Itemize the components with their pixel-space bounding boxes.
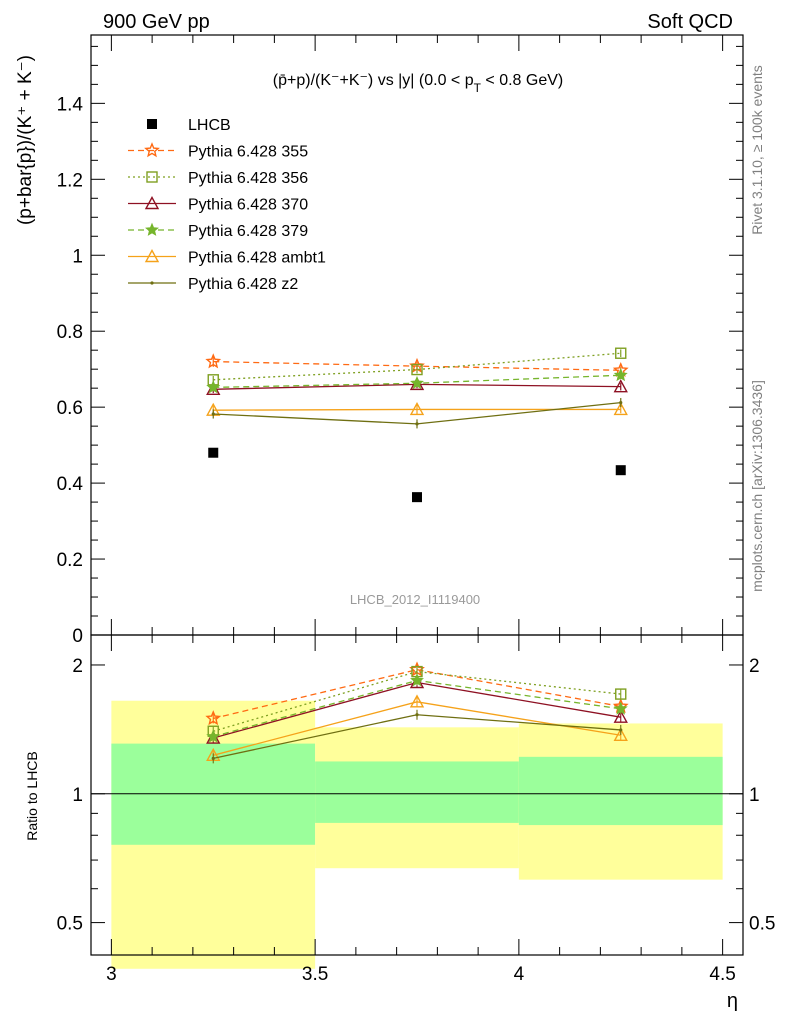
main-ytick-label: 0 bbox=[72, 626, 83, 647]
ratio-ytick-label-right: 0.5 bbox=[749, 914, 775, 935]
ratio-frame bbox=[90, 634, 744, 956]
main-ytick-label: 0.8 bbox=[57, 322, 83, 343]
ratio-series bbox=[205, 661, 629, 764]
data-point bbox=[613, 367, 628, 382]
data-point bbox=[615, 347, 627, 359]
ratio-ytick-label-left: 1 bbox=[72, 785, 83, 806]
main-ytick-label: 0.4 bbox=[57, 474, 84, 495]
ratio-point bbox=[615, 688, 627, 700]
data-point bbox=[412, 492, 422, 503]
ratio-ytick-label-left: 2 bbox=[72, 656, 83, 677]
series-5 bbox=[206, 401, 628, 416]
series-line bbox=[213, 352, 621, 381]
legend-marker bbox=[144, 196, 160, 210]
band-inner-1 bbox=[315, 761, 519, 823]
x-axis-label: η bbox=[727, 990, 738, 1012]
main-ytick-label: 1.2 bbox=[57, 170, 83, 191]
series-0 bbox=[208, 447, 626, 503]
legend-entry-1: Pythia 6.428 355 bbox=[128, 142, 308, 161]
main-ylabel: (p+bar{p})/(K⁺ + K⁻) bbox=[15, 55, 36, 225]
legend-label: Pythia 6.428 ambt1 bbox=[188, 250, 326, 267]
title-subscript-t: T bbox=[474, 81, 482, 95]
ratio-point bbox=[415, 713, 419, 717]
legend-marker bbox=[144, 249, 160, 263]
mcplots-info: mcplots.cern.ch [arXiv:1306.3436] bbox=[749, 380, 765, 592]
ratio-ytick-label-left: 0.5 bbox=[57, 914, 83, 935]
data-point bbox=[410, 375, 424, 390]
ratio-point bbox=[613, 709, 628, 723]
ratio-bands bbox=[91, 700, 743, 969]
ratio-ytick-label-right: 1 bbox=[749, 785, 760, 806]
legend-label: Pythia 6.428 355 bbox=[188, 144, 308, 161]
ratio-point bbox=[410, 673, 424, 687]
x-tick-label: 4.5 bbox=[709, 964, 735, 985]
data-point bbox=[211, 412, 215, 416]
ratio-axes: 0.5 0.5 1 1 2 2 3 3.5 4 4.5 bbox=[57, 634, 775, 985]
data-point bbox=[613, 379, 628, 393]
ratio-ylabel: Ratio to LHCB bbox=[24, 751, 40, 840]
series-4 bbox=[206, 367, 628, 394]
band-inner-2 bbox=[518, 756, 723, 826]
data-point bbox=[409, 401, 425, 416]
ratio-ytick-label-right: 2 bbox=[749, 656, 760, 677]
ratio-series-5 bbox=[211, 709, 623, 764]
x-tick-label: 4 bbox=[514, 964, 525, 985]
ratio-point bbox=[206, 729, 221, 743]
legend-marker bbox=[147, 119, 157, 129]
main-ytick-label: 1 bbox=[72, 246, 83, 267]
x-tick-label: 3 bbox=[106, 964, 117, 985]
legend-entry-6: Pythia 6.428 z2 bbox=[128, 276, 298, 293]
main-ytick-label: 1.4 bbox=[57, 94, 84, 115]
main-axes: 0 0.2 0.4 0.6 0.8 1 1.2 1.4 bbox=[57, 34, 744, 647]
legend-marker bbox=[145, 222, 159, 236]
legend-entry-2: Pythia 6.428 356 bbox=[128, 170, 308, 187]
main-ytick-label: 0.6 bbox=[57, 398, 83, 419]
data-point bbox=[206, 380, 221, 394]
data-point bbox=[613, 401, 628, 416]
ratio-point bbox=[409, 694, 425, 708]
legend-entry-0: LHCB bbox=[147, 117, 231, 134]
ratio-point bbox=[211, 756, 215, 760]
data-point bbox=[208, 447, 219, 458]
legend-entry-4: Pythia 6.428 379 bbox=[128, 222, 308, 240]
main-ytick-label: 0.2 bbox=[57, 550, 83, 571]
data-point bbox=[619, 400, 623, 405]
main-series bbox=[205, 347, 629, 503]
legend-marker bbox=[146, 171, 158, 183]
legend-label: Pythia 6.428 z2 bbox=[188, 276, 298, 293]
ratio-point bbox=[619, 728, 623, 732]
plot-title: (p̄+p)/(K⁻+K⁻) vs |y| (0.0 < pT < 0.8 Ge… bbox=[273, 72, 563, 95]
legend-marker bbox=[144, 142, 160, 158]
legend-label: Pythia 6.428 356 bbox=[188, 170, 308, 187]
legend: LHCB Pythia 6.428 355 Pythia 6.428 356 Pyth… bbox=[128, 117, 326, 293]
data-point bbox=[411, 363, 423, 376]
legend-entry-5: Pythia 6.428 ambt1 bbox=[128, 249, 326, 267]
ratio-point bbox=[613, 727, 628, 741]
title-rest: < 0.8 GeV) bbox=[481, 72, 563, 89]
rivet-info: Rivet 3.1.10, ≥ 100k events bbox=[749, 65, 765, 235]
header-right: Soft QCD bbox=[647, 11, 733, 33]
data-point bbox=[615, 465, 626, 476]
watermark: LHCB_2012_I1119400 bbox=[350, 592, 480, 607]
legend-marker bbox=[150, 281, 154, 285]
legend-label: LHCB bbox=[188, 117, 231, 134]
series-6 bbox=[211, 398, 623, 429]
legend-label: Pythia 6.428 379 bbox=[188, 223, 308, 240]
legend-entry-3: Pythia 6.428 370 bbox=[128, 196, 308, 214]
header-left: 900 GeV pp bbox=[103, 11, 210, 33]
legend-label: Pythia 6.428 370 bbox=[188, 197, 308, 214]
x-tick-label: 3.5 bbox=[302, 964, 328, 985]
ratio-point bbox=[613, 701, 628, 715]
ratio-point bbox=[205, 710, 222, 726]
data-point bbox=[205, 353, 222, 369]
data-point bbox=[415, 422, 419, 426]
ratio-series-3 bbox=[206, 673, 628, 743]
ratio-line bbox=[213, 670, 621, 732]
